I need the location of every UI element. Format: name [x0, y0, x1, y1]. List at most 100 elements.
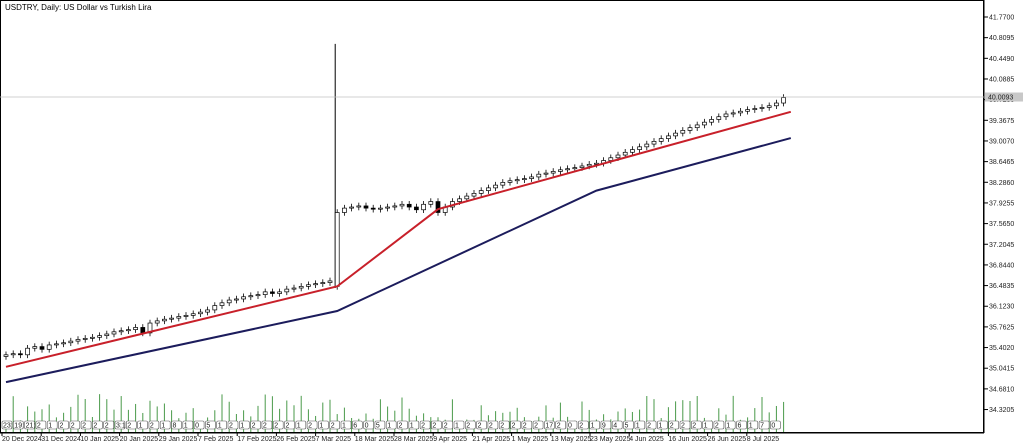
candle	[507, 177, 513, 186]
candle	[385, 203, 390, 212]
time-mark-label: 0	[771, 423, 775, 430]
time-mark-label: 1	[387, 423, 391, 430]
time-mark-label: 2	[150, 423, 154, 430]
candle	[284, 285, 290, 296]
candle-body	[464, 195, 470, 200]
time-mark-label: 1	[342, 423, 346, 430]
candle-body	[32, 346, 38, 349]
time-mark-box	[24, 420, 35, 430]
candle-body	[147, 322, 153, 334]
candle-body	[356, 205, 362, 208]
time-mark-label: 1	[658, 423, 662, 430]
time-mark-label: 2	[681, 423, 685, 430]
candle-body	[198, 311, 203, 315]
candle-body	[385, 206, 390, 209]
y-tick-label: 40.0885	[989, 76, 1014, 83]
candle-body	[3, 354, 9, 357]
time-mark: 17	[544, 420, 555, 430]
x-tick-label: 31 Dec 2024	[41, 436, 81, 443]
candle-body	[126, 329, 131, 332]
time-mark-box	[600, 420, 612, 430]
time-mark-box	[351, 420, 363, 430]
time-marks: 23:119:121:002 1 2 2 2 2 2 3:1 2 1 2 1 8 1 0 5 1 2 1 2 2 2 2 1 2…	[1, 420, 781, 430]
candle	[61, 339, 66, 348]
time-mark: 2	[103, 420, 114, 430]
time-mark-label: 0	[195, 423, 199, 430]
time-mark-label: 1	[297, 423, 301, 430]
time-mark: 2	[419, 420, 431, 430]
time-mark-label: 1	[636, 423, 640, 430]
time-mark-box	[295, 420, 307, 430]
time-mark-box	[272, 420, 284, 430]
time-mark-box	[216, 420, 227, 430]
x-tick-label: 8 Jul 2025	[747, 436, 779, 443]
time-mark-label: 2	[229, 423, 233, 430]
candle-body	[399, 203, 405, 207]
time-mark-label: 1	[48, 423, 52, 430]
x-tick-label: 17 Feb 2025	[237, 436, 276, 443]
time-mark: 2	[510, 420, 521, 430]
candle-body	[421, 203, 426, 211]
time-mark-label: 2	[444, 423, 448, 430]
candle	[478, 187, 484, 197]
ma-slow-line	[5, 137, 792, 384]
y-tick-label: 37.2045	[989, 242, 1014, 249]
candle-body	[190, 313, 196, 316]
candle	[39, 343, 45, 353]
time-mark-label: 2	[715, 423, 719, 430]
time-mark: 1	[46, 420, 58, 430]
time-mark-label: 17	[545, 423, 553, 430]
x-tick-label: 26 Jun 2025	[708, 436, 747, 443]
time-mark-label: 2	[647, 423, 651, 430]
time-mark: 6	[736, 420, 747, 430]
candle	[277, 288, 282, 297]
candle	[543, 169, 549, 178]
time-mark: 1	[159, 420, 171, 430]
candle-body	[709, 119, 714, 123]
candle-body	[262, 291, 268, 295]
time-mark: 0	[193, 420, 205, 430]
time-mark: 2	[69, 420, 81, 430]
time-mark: 2	[148, 420, 160, 430]
candle-body	[54, 343, 59, 346]
time-mark-box	[611, 420, 623, 430]
time-mark-label: 2	[579, 423, 583, 430]
time-mark: 1	[408, 420, 420, 430]
time-mark-label: 8	[173, 423, 177, 430]
time-mark-box	[668, 420, 680, 430]
time-mark: 1	[747, 420, 759, 430]
time-mark-label: 1	[455, 423, 459, 430]
candle	[46, 341, 52, 353]
time-mark-box	[566, 420, 578, 430]
y-tick-label: 40.8095	[989, 35, 1014, 42]
candle	[658, 135, 664, 145]
candle	[291, 284, 297, 293]
candle-body	[759, 107, 765, 109]
candle-body	[658, 138, 664, 142]
time-mark-label: 2	[421, 423, 425, 430]
candle-body	[457, 198, 462, 202]
candle-body	[25, 347, 30, 356]
time-mark-label: 2	[60, 423, 64, 430]
candle	[3, 351, 9, 360]
candle	[82, 335, 88, 343]
time-mark-label: 7	[760, 423, 764, 430]
time-mark-box	[657, 420, 668, 430]
candle	[702, 118, 707, 129]
candle-body	[558, 169, 563, 172]
time-mark-label: 1	[184, 423, 188, 430]
time-mark-box	[532, 420, 544, 430]
candle	[25, 344, 30, 359]
candle	[342, 204, 347, 216]
candle-body	[644, 143, 650, 148]
candle-body	[694, 124, 700, 129]
candle	[781, 94, 786, 107]
y-tick-label: 37.5650	[989, 221, 1014, 228]
candle	[522, 175, 527, 183]
time-mark-box	[193, 420, 205, 430]
candle	[205, 306, 210, 316]
candle	[334, 209, 340, 290]
time-mark-box	[736, 420, 747, 430]
candle-body	[752, 108, 758, 110]
candle-body	[579, 165, 585, 168]
